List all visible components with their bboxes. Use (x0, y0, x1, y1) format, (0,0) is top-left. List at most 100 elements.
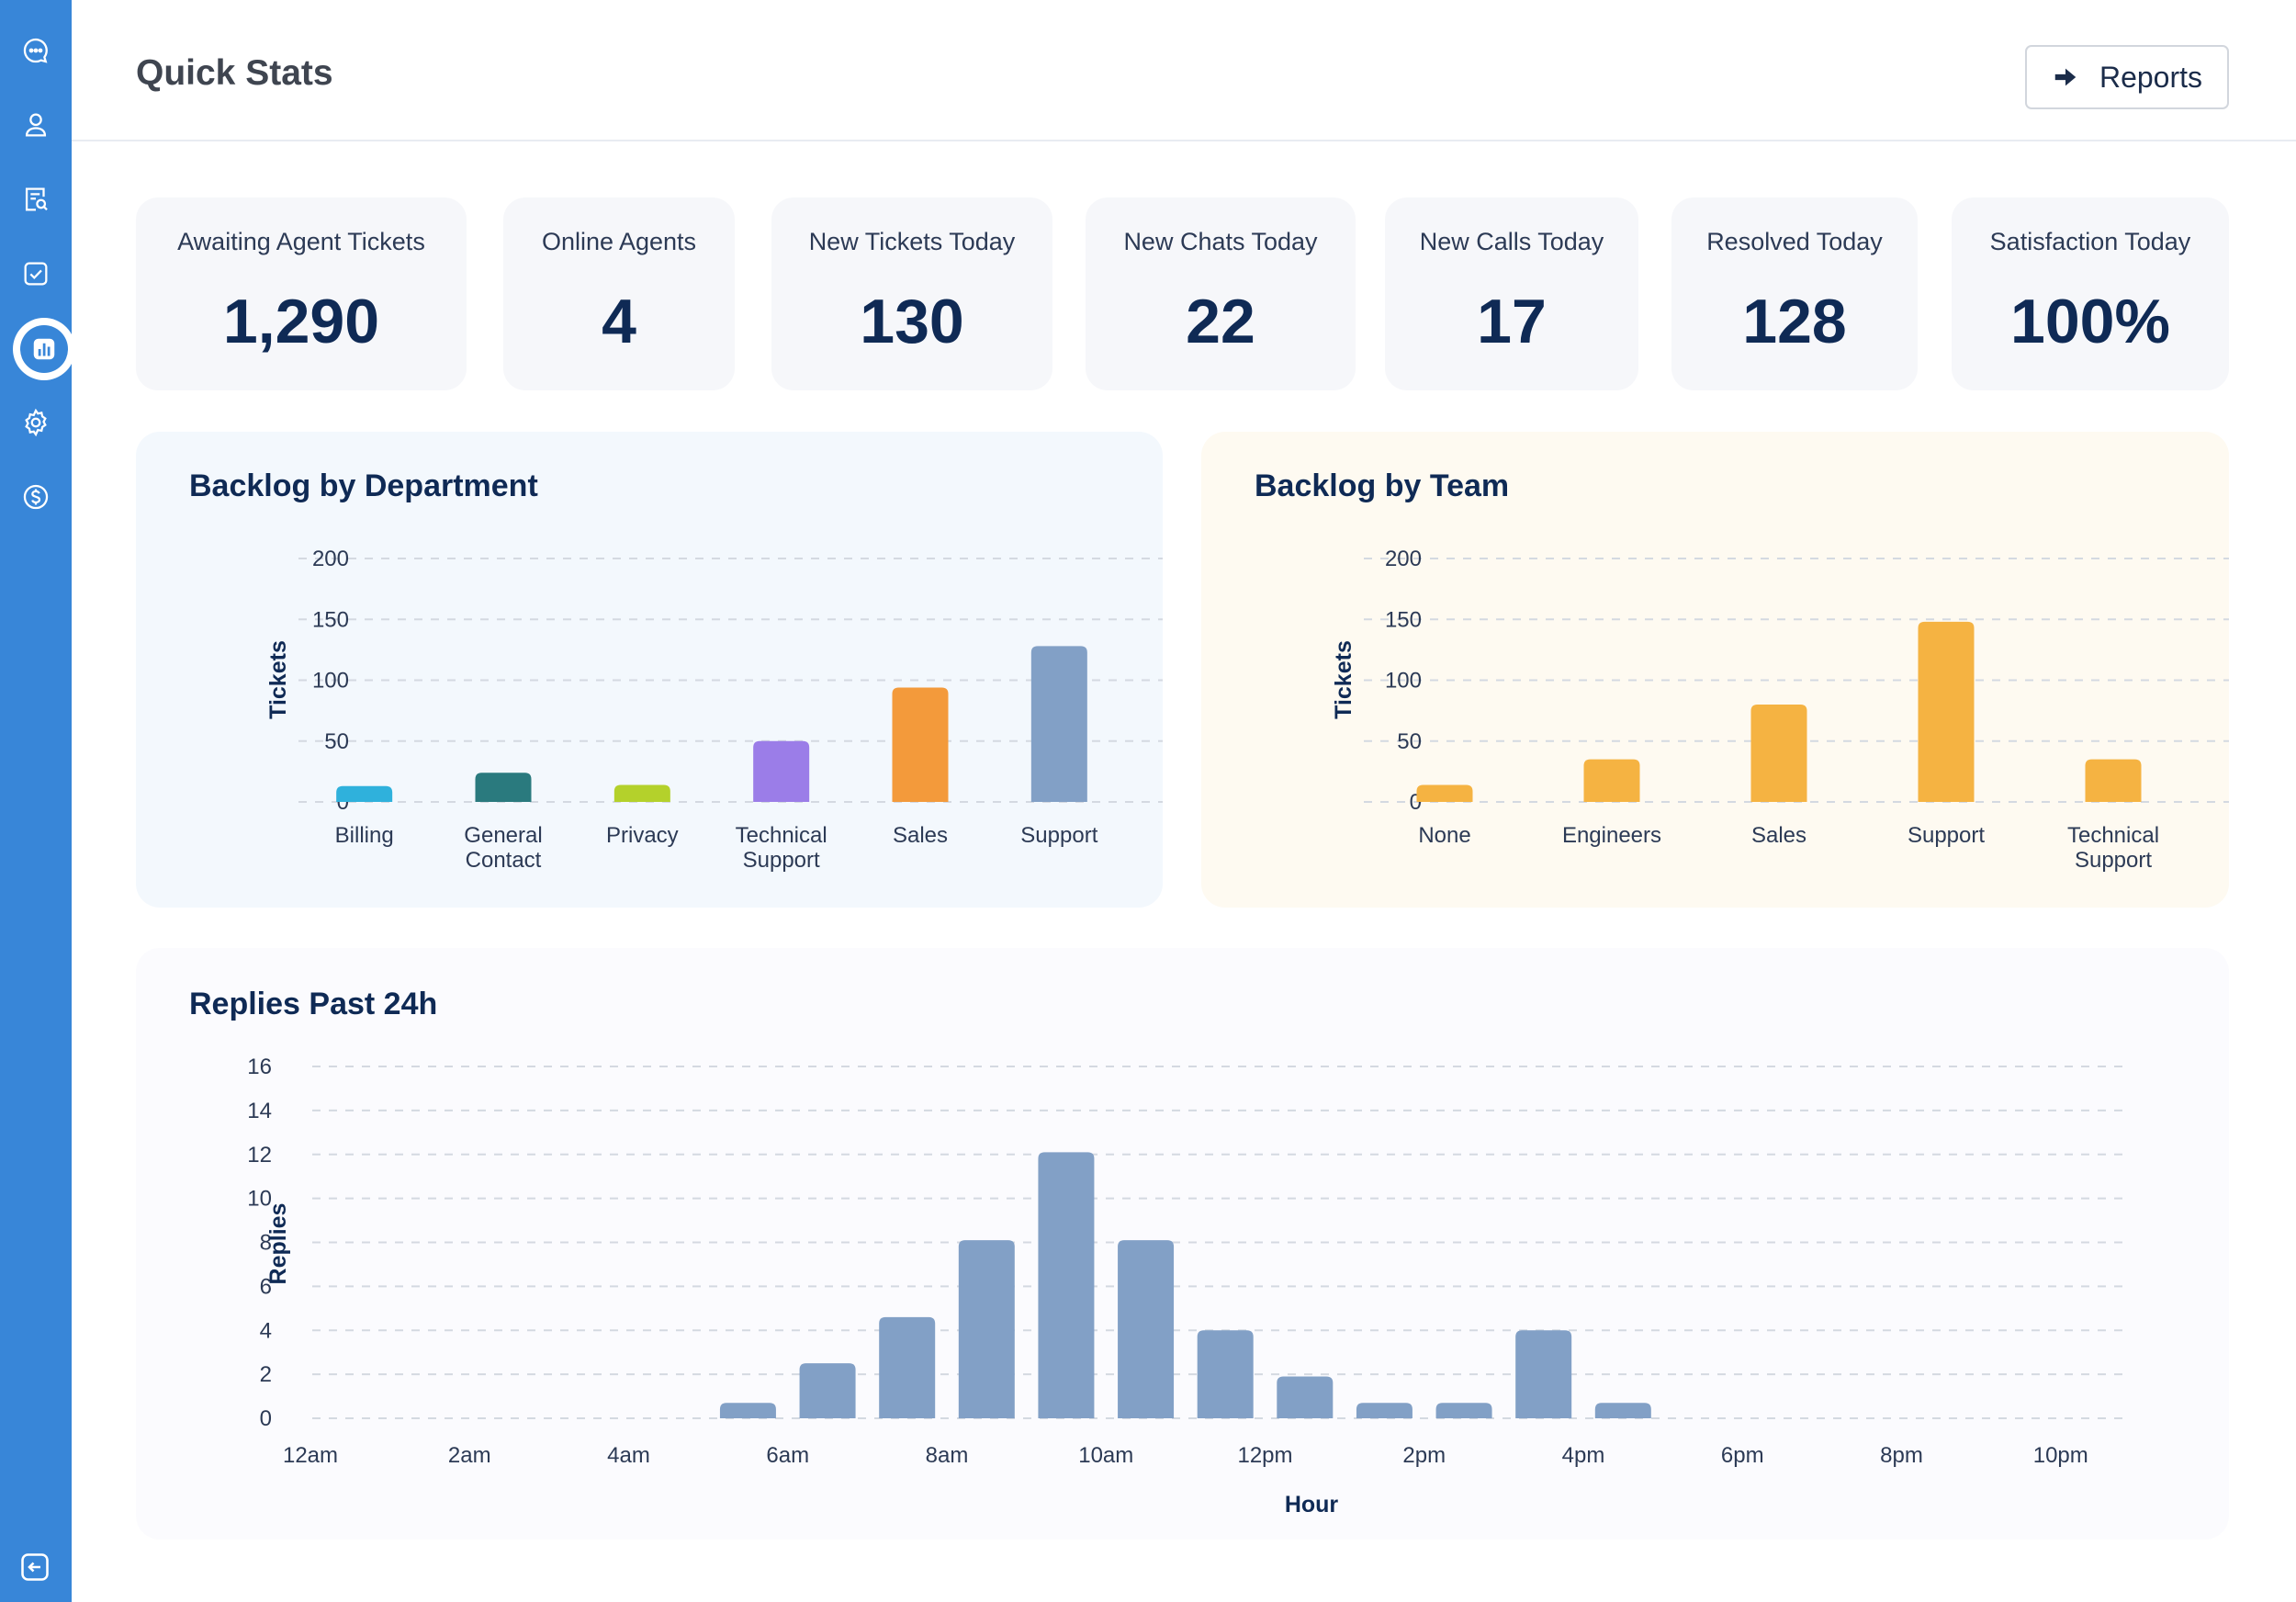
stat-label: Online Agents (541, 228, 697, 255)
y-tick-label: 16 (247, 1055, 272, 1079)
bar (1594, 1403, 1651, 1418)
ticket-search-icon[interactable] (12, 175, 60, 223)
y-tick-label: 2 (260, 1362, 272, 1387)
chart-title: Backlog by Team (1255, 468, 1510, 503)
bar (892, 687, 949, 802)
reports-label: Reports (2099, 60, 2203, 94)
stat-card-new-chats: New Chats Today 22 (1086, 197, 1356, 390)
replies-past-24h-panel: Replies Past 24h 0 2 4 6 8 10 12 14 16 Replies 12a… (136, 948, 2229, 1540)
x-axis-title: Hour (1285, 1492, 1339, 1517)
stat-label: New Tickets Today (808, 228, 1016, 255)
stat-label: Resolved Today (1706, 228, 1883, 255)
x-tick-label: None (1418, 823, 1470, 848)
chart-title: Replies Past 24h (189, 987, 438, 1021)
bar-chart-icon[interactable] (20, 325, 68, 373)
stat-label: Awaiting Agent Tickets (177, 228, 425, 255)
collapse-arrow-icon[interactable] (18, 1551, 51, 1584)
stat-value: 4 (602, 287, 636, 356)
bar (958, 1240, 1015, 1418)
bar (1515, 1330, 1572, 1418)
y-tick-label: 6 (260, 1274, 272, 1299)
y-axis-title: Tickets (1331, 640, 1356, 719)
x-tick-label: Technical (2067, 823, 2159, 848)
y-tick-label: 50 (1397, 729, 1422, 754)
x-tick-label: 2pm (1402, 1443, 1446, 1468)
bar (719, 1403, 776, 1418)
reports-button[interactable]: Reports (2025, 45, 2229, 109)
bar (1030, 646, 1087, 802)
main-content: Quick Stats Reports Awaiting Agent Ticke… (72, 0, 2296, 1602)
bar (1435, 1403, 1492, 1418)
stat-card-resolved: Resolved Today 128 (1671, 197, 1918, 390)
x-tick-label: Privacy (606, 823, 679, 848)
bar (336, 785, 393, 802)
sidebar-item-active[interactable] (13, 318, 75, 380)
bar (1918, 621, 1975, 802)
y-tick-label: 150 (312, 607, 349, 632)
bar (613, 784, 670, 802)
stat-label: Satisfaction Today (1989, 228, 2191, 255)
backlog-by-team-panel: Backlog by Team 0 50 100 150 200 Tickets None E… (1201, 432, 2229, 908)
x-tick-label: Billing (335, 823, 394, 848)
y-tick-label: 4 (260, 1318, 272, 1343)
y-tick-label: 200 (312, 547, 349, 571)
bar (1118, 1240, 1175, 1418)
stat-value: 1,290 (222, 287, 380, 356)
user-icon[interactable] (12, 101, 60, 149)
x-tick-label: 4am (607, 1443, 650, 1468)
x-tick-label: Engineers (1562, 823, 1661, 848)
bar (1416, 784, 1473, 802)
y-tick-label: 100 (1385, 669, 1422, 694)
y-tick-label: 14 (247, 1099, 272, 1123)
x-tick-label: 2am (448, 1443, 491, 1468)
bar (1356, 1403, 1412, 1418)
chat-bubble-icon[interactable] (12, 27, 60, 74)
stat-label: New Calls Today (1419, 228, 1604, 255)
y-tick-label: 50 (324, 729, 349, 754)
y-tick-label: 8 (260, 1231, 272, 1256)
stat-label: New Chats Today (1123, 228, 1318, 255)
gear-icon[interactable] (12, 399, 60, 446)
y-tick-label: 150 (1385, 607, 1422, 632)
replies-past-24h-chart: 0 2 4 6 8 10 12 14 16 Replies 12am 2am 4am 6am 8am 10am… (247, 1055, 2122, 1517)
y-axis-title: Replies (265, 1203, 291, 1285)
y-axis-title: Tickets (265, 640, 291, 719)
x-tick-label: 4pm (1562, 1443, 1605, 1468)
bar (475, 773, 532, 802)
x-tick-label: 6pm (1721, 1443, 1764, 1468)
bar (2085, 759, 2142, 802)
x-tick-label: 8pm (1880, 1443, 1923, 1468)
checkbox-icon[interactable] (12, 250, 60, 298)
x-tick-label: 12pm (1237, 1443, 1292, 1468)
bar (1038, 1152, 1095, 1418)
stat-value: 22 (1186, 287, 1255, 356)
x-tick-label: Contact (466, 848, 542, 873)
x-tick-label: Support (1020, 823, 1097, 848)
backlog-by-department-panel: Backlog by Department 0 50 100 150 200 Ticket… (136, 432, 1163, 908)
bar (879, 1316, 936, 1418)
page-title: Quick Stats (136, 53, 333, 93)
y-tick-label: 0 (260, 1406, 272, 1431)
x-tick-label: Technical (736, 823, 827, 848)
x-tick-label: 12am (283, 1443, 338, 1468)
stat-card-awaiting-tickets: Awaiting Agent Tickets 1,290 (136, 197, 467, 390)
bar (1197, 1330, 1254, 1418)
sidebar (0, 0, 75, 1602)
dollar-icon[interactable] (12, 473, 60, 521)
stat-card-new-calls: New Calls Today 17 (1385, 197, 1638, 390)
y-tick-label: 12 (247, 1143, 272, 1168)
x-tick-label: 8am (926, 1443, 969, 1468)
x-tick-label: Support (743, 848, 820, 873)
stat-value: 100% (2010, 287, 2170, 356)
x-tick-label: Support (1908, 823, 1985, 848)
bar (1277, 1376, 1334, 1418)
top-bar: Quick Stats Reports (72, 0, 2296, 141)
x-tick-label: Sales (893, 823, 948, 848)
x-tick-label: Sales (1751, 823, 1806, 848)
x-tick-label: 10am (1078, 1443, 1133, 1468)
y-tick-label: 100 (312, 669, 349, 694)
bar (753, 740, 810, 802)
